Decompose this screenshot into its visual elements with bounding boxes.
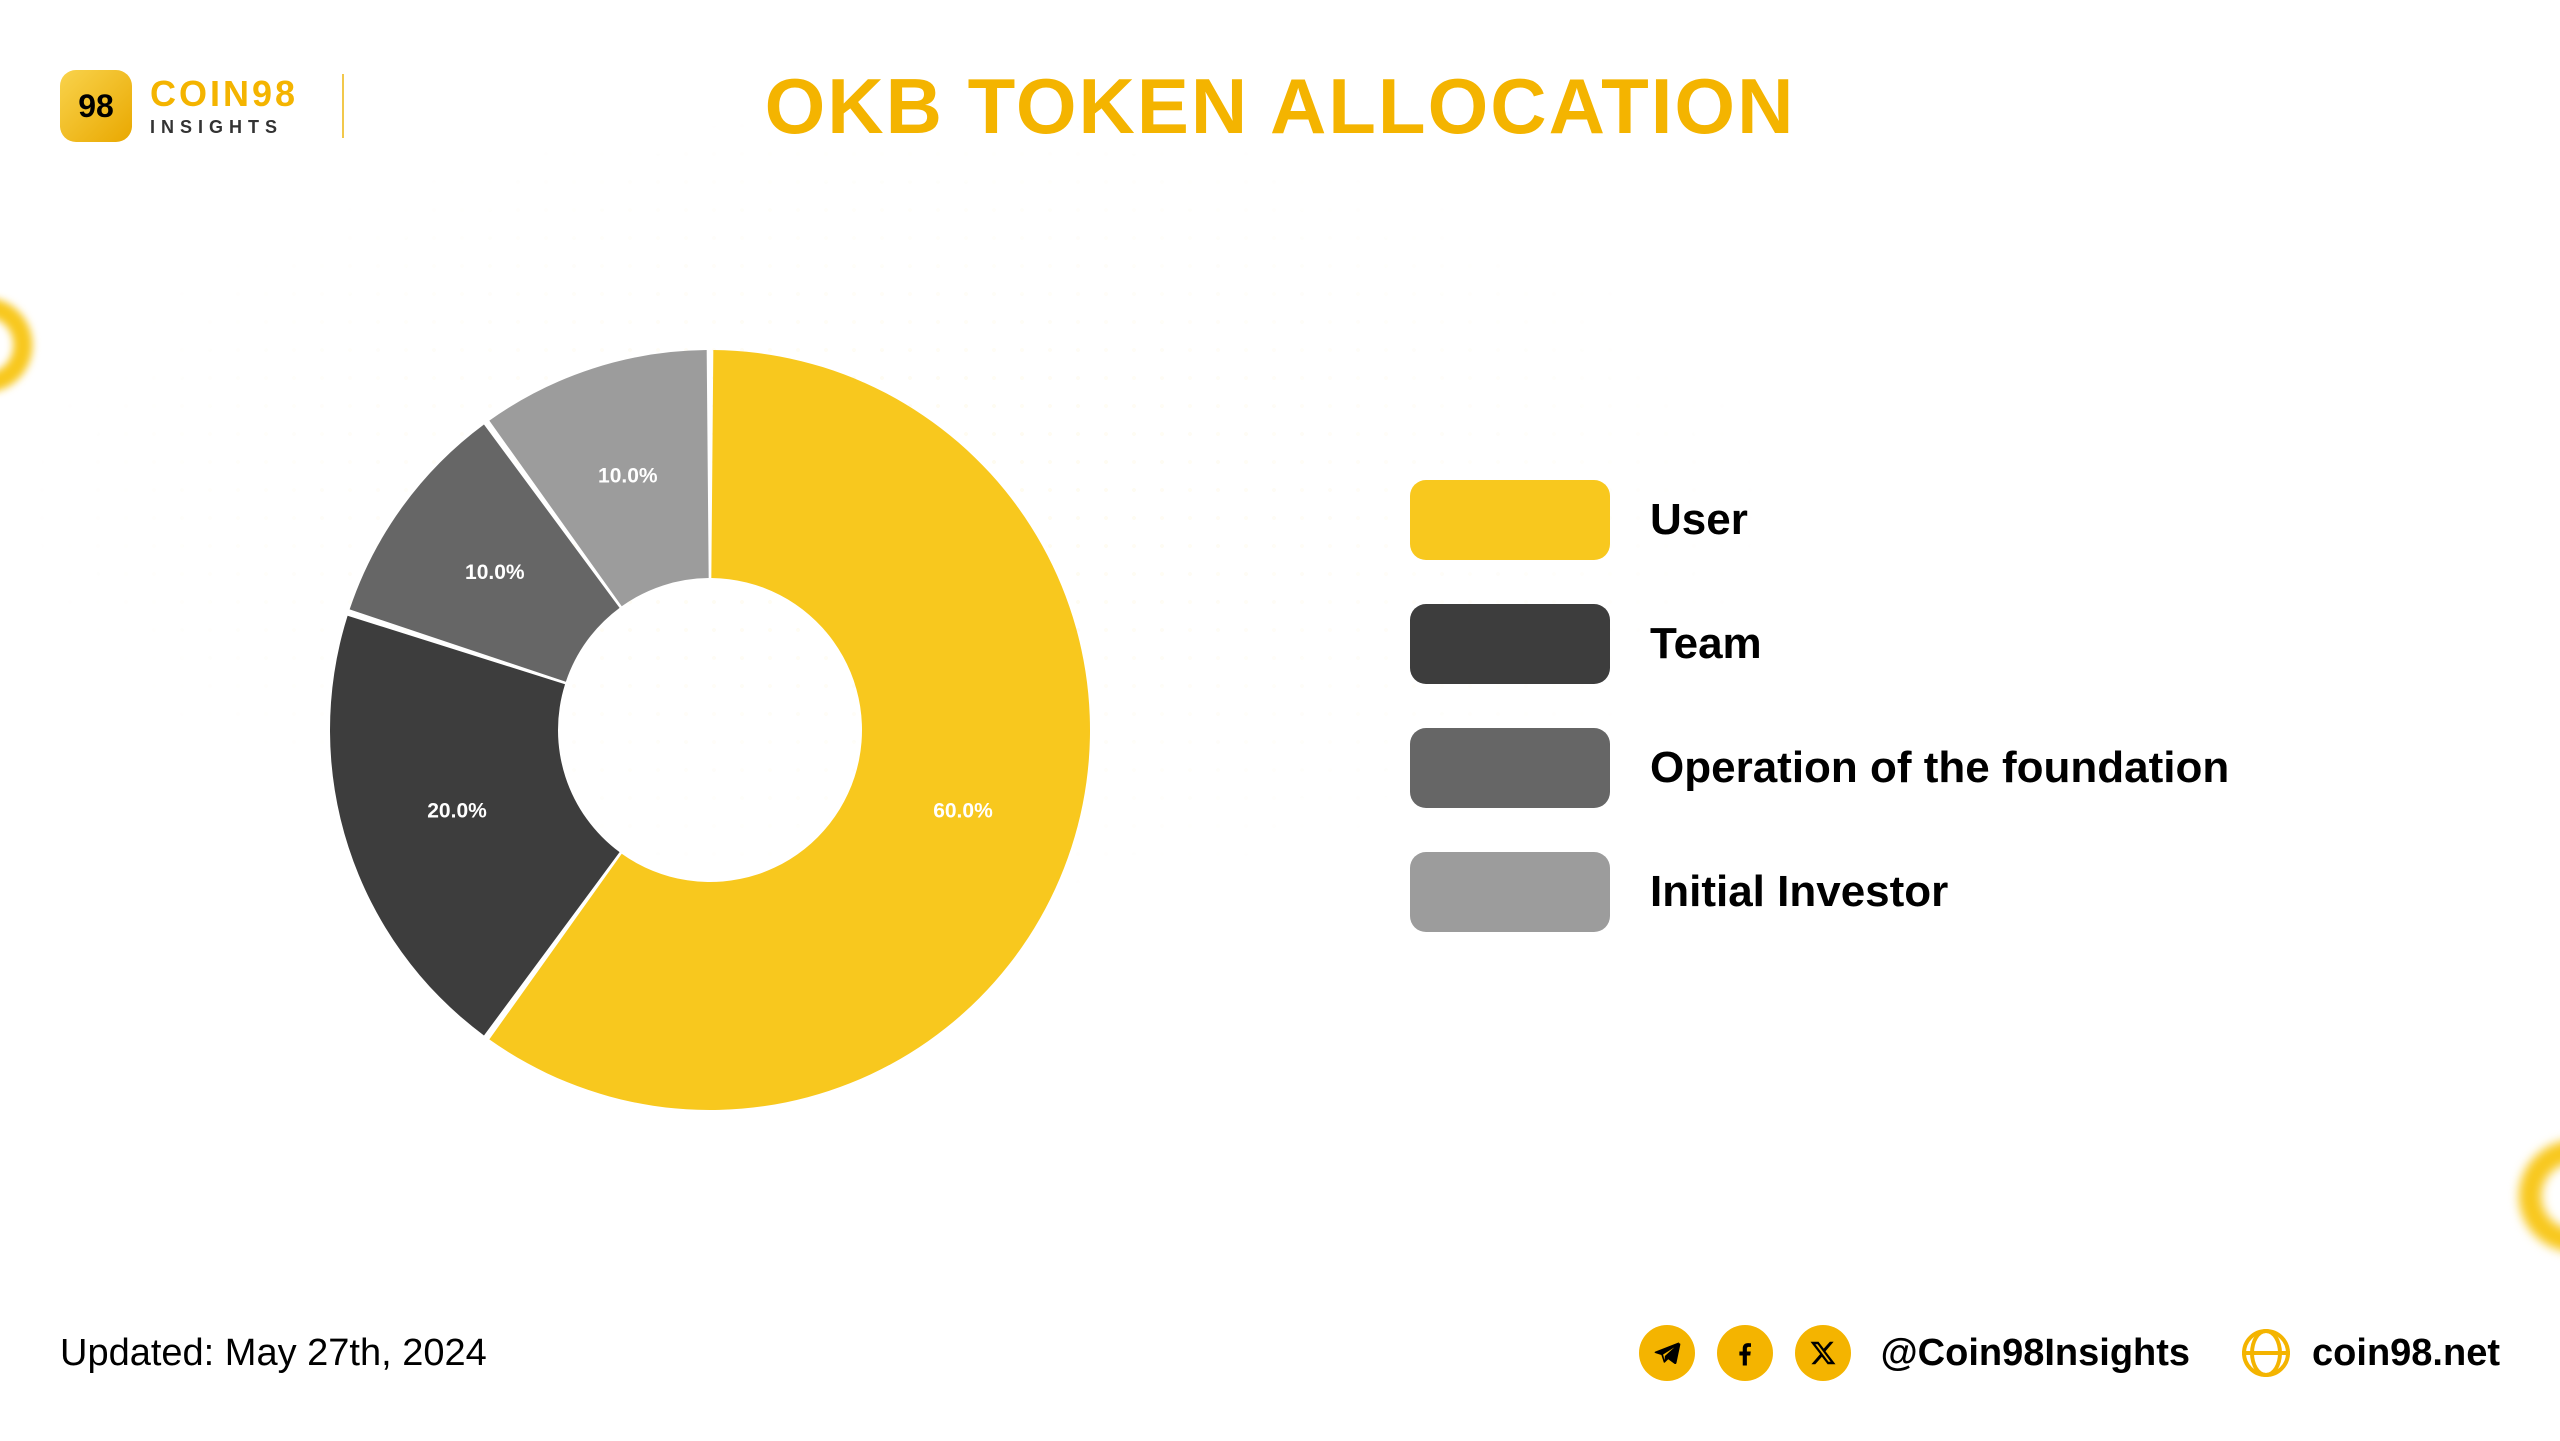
legend-label: Initial Investor: [1650, 867, 1948, 917]
legend-row: User: [1410, 480, 2229, 560]
updated-prefix: Updated:: [60, 1332, 225, 1374]
telegram-icon[interactable]: [1639, 1325, 1695, 1381]
globe-icon[interactable]: [2242, 1329, 2290, 1377]
slice-label: 10.0%: [465, 561, 525, 584]
facebook-icon[interactable]: [1717, 1325, 1773, 1381]
legend-row: Team: [1410, 604, 2229, 684]
page-title: OKB TOKEN ALLOCATION: [765, 61, 1796, 152]
donut-svg: 60.0% 20.0% 10.0% 10.0%: [330, 350, 1090, 1110]
brand-logo: 98 COIN98 INSIGHTS: [60, 70, 344, 142]
donut-chart: 60.0% 20.0% 10.0% 10.0%: [330, 350, 1090, 1110]
legend: User Team Operation of the foundation Initi…: [1410, 480, 2229, 932]
social-links: @Coin98Insights coin98.net: [1639, 1325, 2500, 1381]
brand-name: COIN98: [150, 76, 298, 112]
legend-swatch: [1410, 728, 1610, 808]
legend-label: User: [1650, 495, 1748, 545]
slice-label: 60.0%: [933, 800, 993, 823]
legend-swatch: [1410, 852, 1610, 932]
legend-label: Operation of the foundation: [1650, 743, 2229, 793]
header: 98 COIN98 INSIGHTS OKB TOKEN ALLOCATION: [60, 70, 2500, 142]
slice-label: 20.0%: [427, 800, 487, 823]
brand-divider: [342, 74, 344, 138]
social-handle: @Coin98Insights: [1881, 1332, 2190, 1375]
website-text: coin98.net: [2312, 1332, 2500, 1375]
footer: Updated: May 27th, 2024 @Coin98Insights …: [60, 1325, 2500, 1381]
legend-label: Team: [1650, 619, 1762, 669]
x-icon[interactable]: [1795, 1325, 1851, 1381]
brand-subline: INSIGHTS: [150, 118, 298, 136]
updated-text: Updated: May 27th, 2024: [60, 1332, 487, 1375]
slice-label: 10.0%: [598, 465, 658, 488]
updated-date: May 27th, 2024: [225, 1332, 487, 1374]
legend-row: Initial Investor: [1410, 852, 2229, 932]
brand-badge: 98: [60, 70, 132, 142]
legend-swatch: [1410, 480, 1610, 560]
legend-row: Operation of the foundation: [1410, 728, 2229, 808]
legend-swatch: [1410, 604, 1610, 684]
